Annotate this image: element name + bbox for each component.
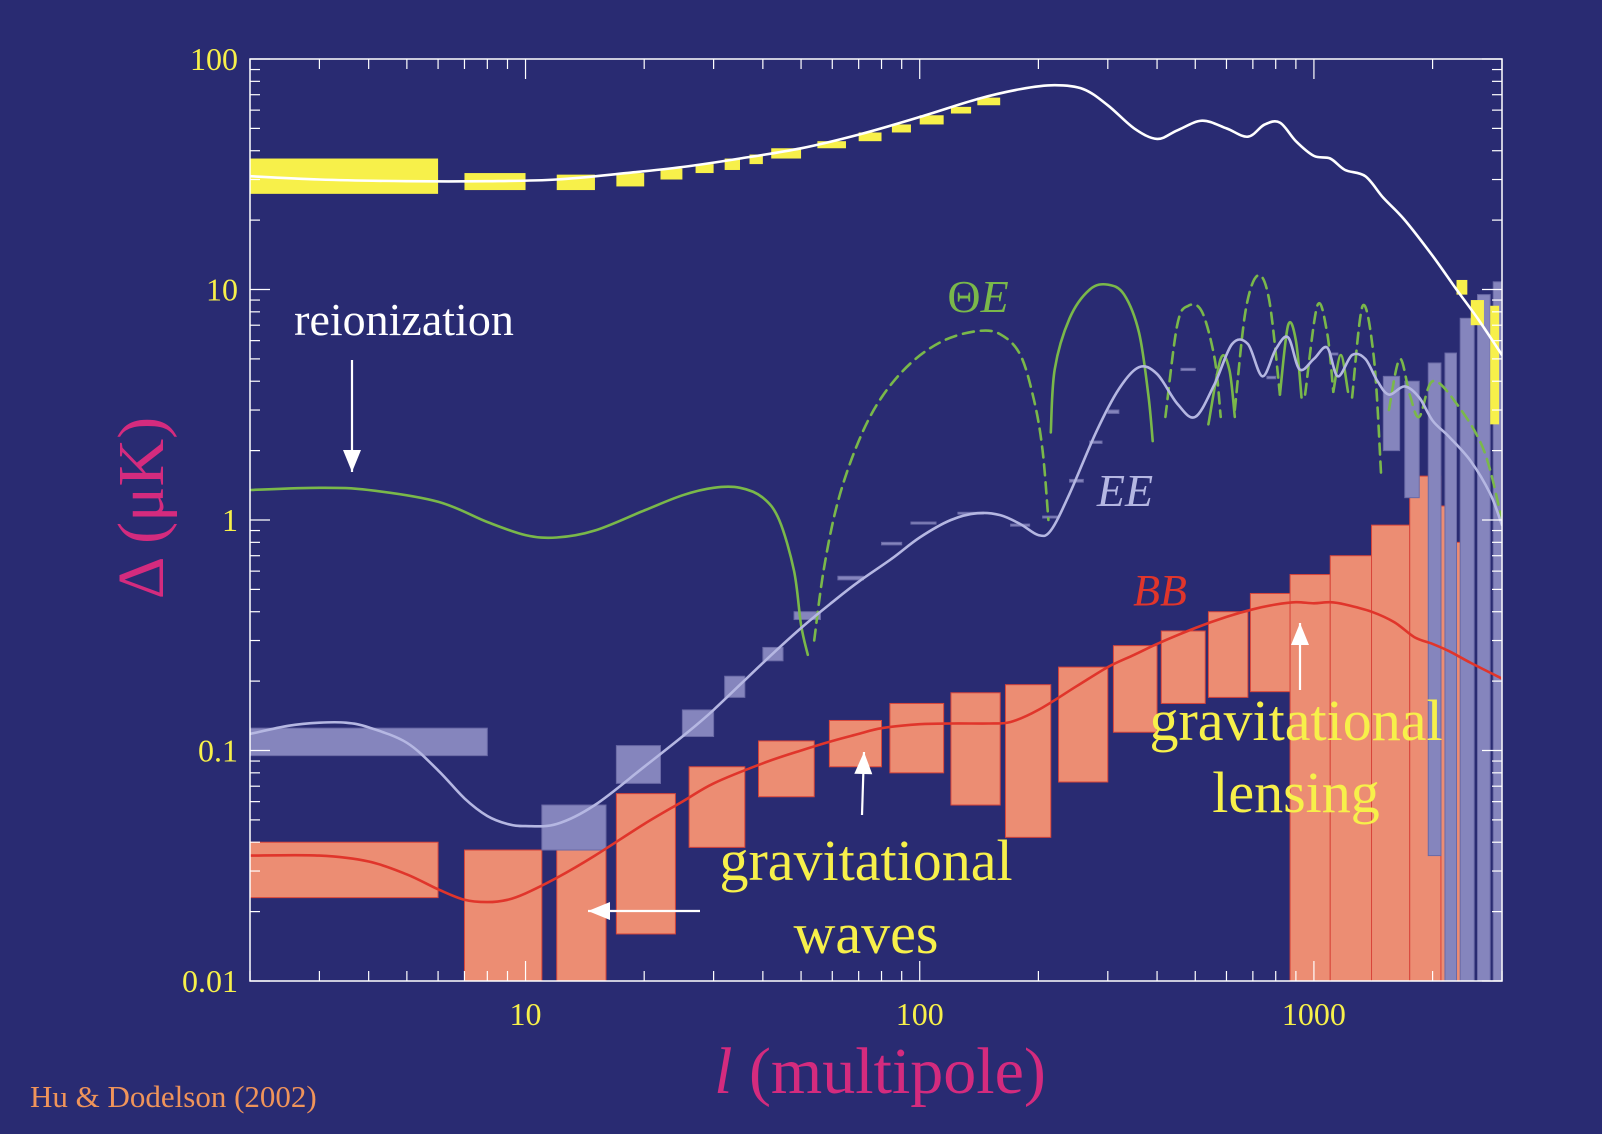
arrow-grav-waves-left [588,902,700,920]
errorbox-bb-0 [250,841,439,899]
series-te-line-3 [1164,303,1222,419]
errorbox-tt-4 [660,168,683,180]
errorbox-tt-0 [250,158,439,194]
x-tick-label: 1000 [1282,996,1346,1032]
errorbox-tt-17 [1490,305,1500,425]
credit-text: Hu & Dodelson (2002) [30,1079,317,1114]
errorbox-ee-22 [1444,352,1458,981]
errorbox-bb-1 [463,849,543,981]
arrow-grav-waves-left-head [588,902,610,920]
errorbox-bb-4 [688,766,746,848]
error-boxes [250,97,1502,981]
series-ee-line [250,335,1502,828]
series-te-line-5 [1233,273,1282,412]
arrow-grav-waves-up-head [854,752,873,775]
errorbox-bb-16 [1329,555,1373,981]
errorbox-tt-10 [858,132,882,142]
y-axis-title: Δ (μK) [105,417,178,599]
errorbox-ee-21 [1427,362,1442,857]
errorbox-ee-14 [1089,440,1103,444]
errorbox-ee-8 [881,541,903,546]
errorbox-bb-6 [828,719,883,768]
x-tick-label: 10 [510,996,542,1032]
x-tick-label: 100 [896,996,944,1032]
series-label-te-e: E [980,271,1009,322]
errorbox-ee-16 [1180,367,1196,372]
x-axis-text: (multipole) [732,1035,1045,1108]
series-label-te: ΘE [947,271,1008,322]
errorbox-ee-1 [541,804,607,851]
series-te-line-0 [250,485,810,657]
errorbox-ee-17 [1266,375,1277,380]
spectrum-curves [250,83,1502,904]
errorbox-bb-17 [1371,524,1411,981]
series-te-line-10 [1387,357,1502,522]
errorbox-ee-2 [615,745,662,784]
errorbox-tt-14 [977,97,1001,106]
y-tick-label: 10 [206,272,238,308]
y-tick-label: 0.01 [182,963,238,999]
y-tick-label: 1 [222,502,238,538]
arrow-grav-lensing [1291,623,1309,690]
errorbox-bb-7 [889,702,945,774]
annotation-grav-lensing-line2: lensing [1212,760,1380,825]
errorbox-ee-15 [1107,409,1120,414]
x-axis-title: l (multipole) [714,1035,1046,1108]
errorbox-ee-7 [837,575,864,581]
series-te-line-7 [1303,302,1335,396]
errorbox-bb-14 [1249,592,1291,693]
series-te-line-2 [1049,282,1154,443]
errorbox-tt-7 [749,154,763,165]
errorbox-tt-9 [817,141,846,149]
arrow-grav-waves-up [854,751,873,816]
errorbox-ee-12 [1042,515,1060,519]
axes: 10 100 1000 0.01 0.1 1 10 100 [182,41,1503,1032]
errorbox-tt-11 [891,124,911,133]
y-tick-label: 100 [190,41,238,77]
errorbox-ee-4 [724,675,746,698]
annotation-reionization: reionization [294,294,514,345]
arrow-reionization-head [343,450,361,472]
series-te-line-8 [1332,353,1350,394]
series-bb-line [250,600,1502,904]
y-tick-label: 0.1 [198,733,238,769]
errorbox-tt-3 [616,173,645,187]
errorbox-tt-8 [771,148,802,159]
errorbox-bb-10 [1058,666,1109,783]
errorbox-tt-6 [724,158,740,170]
errorbox-tt-15 [1456,279,1468,295]
annotation-grav-waves-line1: gravitational [719,828,1012,893]
series-tt-line [250,83,1502,357]
series-te-line-1 [812,329,1050,642]
annotation-grav-waves-line2: waves [794,901,939,966]
errorbox-tt-16 [1470,300,1484,326]
errorbox-ee-6 [793,611,821,621]
x-axis-symbol: l [714,1035,732,1108]
errorbox-bb-8 [950,692,1001,806]
series-label-te-theta: Θ [947,271,980,322]
errorbox-bb-9 [1004,684,1052,838]
errorbox-tt-12 [919,115,944,125]
arrow-grav-lensing-head [1291,623,1309,645]
errorbox-ee-9 [910,521,937,525]
arrow-reionization [343,360,361,472]
errorbox-bb-12 [1160,630,1206,704]
series-label-bb: BB [1133,566,1187,615]
annotation-grav-lensing-line1: gravitational [1149,688,1442,753]
errorbox-bb-3 [615,793,676,935]
series-te-line-9 [1350,303,1383,475]
series-label-ee: EE [1096,465,1153,516]
errorbox-ee-0 [250,727,488,757]
errorbox-ee-24 [1477,294,1491,981]
errorbox-bb-13 [1207,611,1249,698]
errorbox-tt-5 [695,164,714,174]
annotations: ΘEEEBBreionizationgravitationalwavesgrav… [294,271,1442,966]
errorbox-tt-13 [950,106,972,114]
errorbox-ee-20 [1404,380,1420,499]
